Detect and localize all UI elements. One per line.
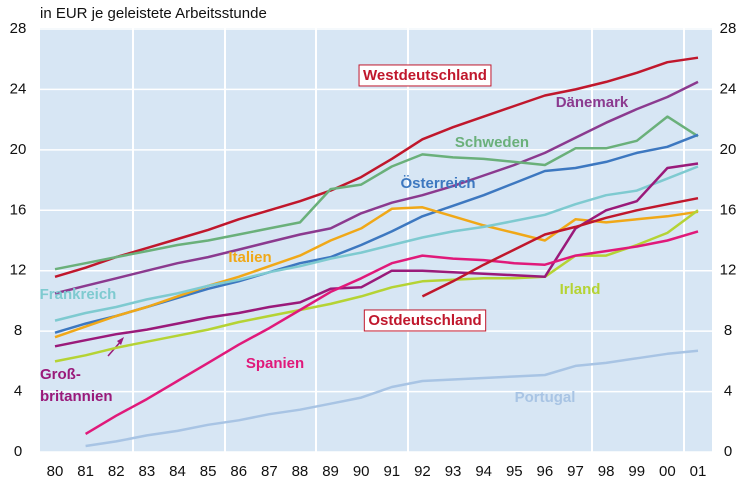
x-tick-label: 92 xyxy=(414,463,431,480)
x-tick-label: 98 xyxy=(598,463,615,480)
x-tick-label: 93 xyxy=(445,463,462,480)
x-tick-label: 89 xyxy=(322,463,339,480)
arrow-head xyxy=(117,337,124,345)
y-tick-label: 24 xyxy=(10,80,27,97)
subtitle: in EUR je geleistete Arbeitsstunde xyxy=(40,5,267,22)
series-label: Portugal xyxy=(515,389,576,406)
series-line xyxy=(54,80,699,295)
series-label: Irland xyxy=(560,281,601,298)
x-tick-label: 81 xyxy=(77,463,94,480)
series-label: Frankreich xyxy=(40,286,117,303)
series-line xyxy=(84,230,699,435)
label-line: Groß- xyxy=(40,366,81,383)
series-label: Italien xyxy=(228,249,271,266)
y2-tick-label: 8 xyxy=(724,322,732,339)
y2-tick-label: 16 xyxy=(720,201,737,218)
series-label: Ostdeutschland xyxy=(368,312,481,329)
y2-tick-label: 20 xyxy=(720,141,737,158)
y2-tick-label: 4 xyxy=(724,383,732,400)
y2-tick-label: 28 xyxy=(720,20,737,37)
y2-tick-label: 24 xyxy=(720,80,737,97)
series-label: Spanien xyxy=(246,355,304,372)
y-tick-label: 4 xyxy=(14,383,22,400)
series-label: Dänemark xyxy=(556,94,629,111)
y-tick-label: 0 xyxy=(14,443,22,460)
plot-area xyxy=(40,28,712,452)
x-tick-label: 99 xyxy=(628,463,645,480)
x-tick-label: 00 xyxy=(659,463,676,480)
label-line: britannien xyxy=(40,388,113,405)
y-tick-label: 28 xyxy=(10,20,27,37)
x-tick-label: 87 xyxy=(261,463,278,480)
series-line xyxy=(54,209,699,363)
y-tick-label: 12 xyxy=(10,262,27,279)
separators xyxy=(132,28,685,452)
y-tick-label: 20 xyxy=(10,141,27,158)
series-line xyxy=(54,115,699,271)
label-box xyxy=(358,64,492,87)
x-tick-label: 82 xyxy=(108,463,125,480)
x-tick-label: 97 xyxy=(567,463,584,480)
x-tick-label: 88 xyxy=(292,463,309,480)
x-tick-label: 90 xyxy=(353,463,370,480)
series-line xyxy=(85,349,699,448)
x-tick-label: 94 xyxy=(475,463,492,480)
x-tick-label: 01 xyxy=(690,463,707,480)
x-tick-label: 83 xyxy=(139,463,156,480)
y-tick-label: 16 xyxy=(10,201,27,218)
series-label: Groß-britannien xyxy=(40,366,113,405)
series-line xyxy=(54,162,699,348)
x-tick-label: 91 xyxy=(383,463,400,480)
x-tick-label: 96 xyxy=(537,463,554,480)
x-tick-label: 86 xyxy=(230,463,247,480)
y-tick-label: 8 xyxy=(14,322,22,339)
series-line xyxy=(54,165,699,322)
x-tick-label: 95 xyxy=(506,463,523,480)
x-tick-label: 85 xyxy=(200,463,217,480)
x-tick-label: 80 xyxy=(47,463,64,480)
series-label: Schweden xyxy=(455,134,529,151)
y2-tick-label: 0 xyxy=(724,443,732,460)
series-label: Österreich xyxy=(400,175,475,192)
label-box xyxy=(363,309,487,332)
x-tick-label: 84 xyxy=(169,463,186,480)
y2-tick-label: 12 xyxy=(720,262,737,279)
series-line xyxy=(54,206,699,339)
series-line xyxy=(421,196,699,298)
series-line xyxy=(54,56,699,278)
series-label: Westdeutschland xyxy=(363,67,487,84)
